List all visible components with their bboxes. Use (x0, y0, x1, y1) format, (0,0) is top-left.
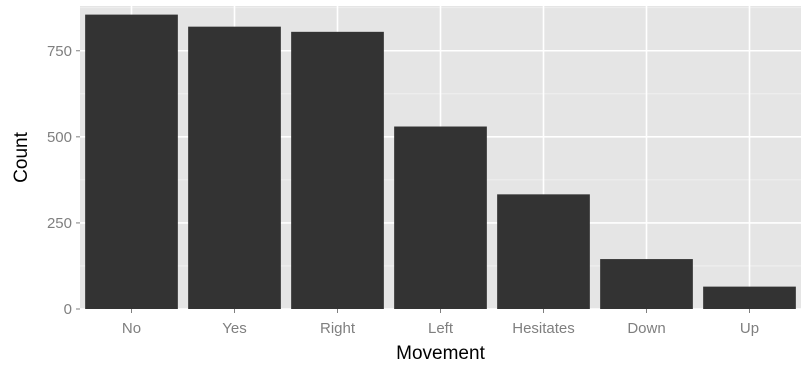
bars (85, 14, 796, 310)
x-tick-label-no: No (122, 320, 141, 337)
y-axis-title: Count (11, 131, 32, 182)
y-axis-tick-labels: 0 250 500 750 (47, 43, 72, 318)
y-tick-label: 500 (47, 129, 72, 146)
x-tick-label-left: Left (428, 320, 454, 337)
y-tick-label: 750 (47, 43, 72, 60)
x-tick-label-up: Up (740, 320, 759, 337)
y-tick-label: 250 (47, 215, 72, 232)
y-tick-label: 0 (64, 301, 72, 318)
bar-up (703, 286, 796, 309)
bar-left (394, 126, 487, 310)
x-tick-label-hesitates: Hesitates (512, 320, 575, 337)
bar-down (600, 259, 693, 309)
x-tick-label-down: Down (627, 320, 665, 337)
x-tick-label-yes: Yes (222, 320, 246, 337)
x-axis-ticks (131, 309, 750, 313)
x-axis-tick-labels: No Yes Right Left Hesitates Down Up (122, 320, 759, 337)
y-axis-ticks (76, 50, 80, 310)
bar-hesitates (497, 194, 590, 309)
bar-no (85, 14, 178, 310)
x-tick-label-right: Right (320, 320, 356, 337)
bar-right (291, 31, 384, 310)
x-axis-title: Movement (396, 343, 485, 364)
bar-yes (188, 26, 281, 310)
